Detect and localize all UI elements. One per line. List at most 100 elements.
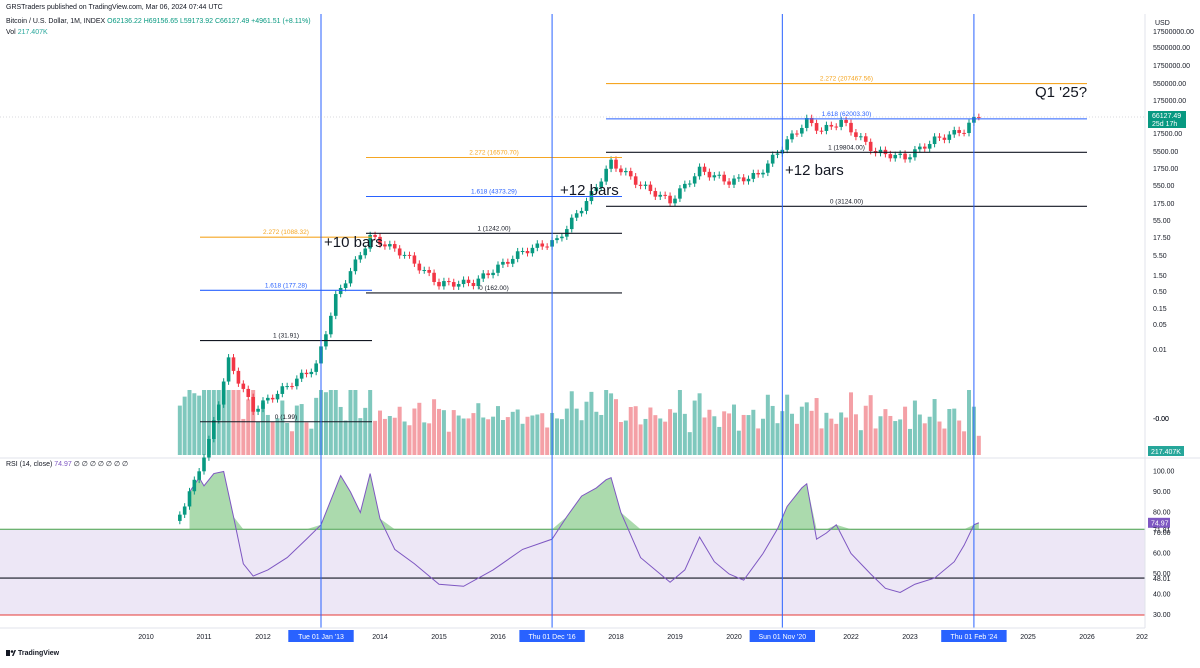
volume-bar: [441, 410, 446, 455]
volume-bar: [481, 417, 486, 455]
candle-body: [560, 236, 564, 239]
volume-bar: [912, 400, 917, 455]
volume-bar: [863, 405, 868, 455]
rsi-tick-label: 60.00: [1153, 551, 1171, 558]
volume-bar: [206, 390, 211, 455]
volume-bar: [942, 428, 947, 455]
volume-bar: [285, 422, 290, 455]
x-axis-label: 202: [1136, 634, 1148, 641]
candle-body: [727, 181, 731, 185]
candle-body: [309, 371, 314, 375]
volume-bar: [844, 417, 849, 455]
candle-body: [501, 261, 505, 265]
volume-tick-label: -0.00: [1153, 416, 1169, 423]
volume-bar: [314, 397, 319, 455]
candle-body: [663, 194, 667, 196]
candle-body: [476, 278, 481, 287]
price-tick-label: 5500.00: [1153, 149, 1178, 156]
candle-body: [178, 514, 182, 521]
fib-levels: 0 (1.99) 1 (31.91) 1.618 (177.28) 2.272 (10…: [200, 76, 1087, 423]
candle-body: [192, 479, 197, 492]
candle-body: [918, 146, 922, 150]
volume-bar: [491, 416, 496, 455]
candle-body: [304, 372, 309, 375]
candle-body: [658, 194, 663, 197]
volume-bar: [304, 422, 309, 455]
volume-bar: [932, 399, 937, 455]
last-price-countdown: 25d 17h: [1152, 121, 1177, 128]
volume-bar: [687, 432, 692, 455]
date-highlight-label: Tue 01 Jan '13: [298, 634, 344, 641]
volume-bar: [496, 406, 500, 455]
candle-body: [437, 281, 441, 287]
x-axis-label: 2018: [608, 634, 624, 641]
price-tick-label: 5500000.00: [1153, 45, 1190, 52]
fib-level-label: 1.618 (4373.29): [471, 189, 517, 196]
candle-body: [962, 132, 966, 134]
candle-body: [937, 136, 942, 138]
volume-bar: [717, 426, 722, 455]
volume-bar: [226, 390, 231, 455]
date-highlight-badge: [288, 630, 354, 642]
axes: 17500000.00 5500000.00 1750000.00 550000.00…: [0, 14, 1194, 641]
tradingview-logo-icon: [6, 650, 16, 657]
price-tick-label: 0.05: [1153, 322, 1167, 329]
vol-label: Vol: [6, 29, 16, 36]
volume-bar: [309, 428, 314, 455]
volume-bar: [732, 404, 736, 455]
rsi-value: 74.97: [54, 461, 72, 468]
volume-bar: [628, 407, 633, 455]
volume-bar: [500, 420, 505, 455]
volume-bar: [829, 418, 834, 455]
candle-body: [614, 159, 618, 169]
candle-body: [515, 251, 520, 259]
volume-bar: [873, 428, 878, 455]
volume-bar: [353, 390, 358, 455]
candle-body: [461, 279, 466, 285]
candle-body: [977, 116, 981, 118]
vertical-markers: Tue 01 Jan '13 Thu 01 Dec '16 Sun 01 Nov '…: [288, 14, 1007, 642]
volume-bar: [707, 409, 712, 455]
volume-bar: [363, 407, 368, 455]
volume-bar: [437, 408, 441, 455]
candle-body: [256, 408, 260, 412]
candle-body: [834, 126, 839, 128]
candle-body: [261, 400, 265, 409]
candle-body: [221, 381, 226, 405]
volume-bar: [775, 423, 780, 455]
candle-body: [348, 271, 353, 284]
candle-body: [829, 124, 834, 127]
volume-bar: [559, 419, 564, 455]
price-tick-label: 1750.00: [1153, 166, 1178, 173]
candle-body: [182, 506, 187, 515]
candle-body: [785, 139, 789, 150]
candle-body: [202, 457, 206, 472]
candle-body: [481, 273, 486, 279]
volume-bar: [849, 392, 853, 455]
candle-body: [555, 238, 559, 241]
volume-bar: [202, 390, 206, 455]
volume-bar: [794, 423, 799, 455]
x-axis-label: 2019: [667, 634, 683, 641]
volume-bar: [952, 408, 957, 455]
candle-body: [893, 154, 898, 159]
volume-bar: [790, 413, 794, 455]
candle-body: [383, 244, 387, 247]
candle-body: [285, 386, 289, 388]
candle-body: [628, 171, 633, 177]
candle-body: [510, 258, 515, 264]
x-axis-label: 2025: [1020, 634, 1036, 641]
candle-body: [922, 146, 927, 149]
volume-bar: [275, 418, 280, 455]
candle-body: [451, 282, 456, 287]
publisher-line: GRSTraders published on TradingView.com,…: [6, 4, 223, 11]
fib-level-label: 1 (31.91): [273, 333, 299, 340]
volume-bar: [510, 411, 515, 455]
candle-body: [913, 149, 917, 158]
symbol-title: Bitcoin / U.S. Dollar, 1M, INDEX: [6, 18, 106, 25]
candle-body: [967, 122, 971, 134]
candle-body: [314, 363, 318, 372]
volume-bar: [809, 410, 814, 455]
rsi-legend: RSI (14, close) 74.97 ∅ ∅ ∅ ∅ ∅ ∅ ∅: [6, 460, 128, 468]
candle-body: [290, 386, 294, 388]
